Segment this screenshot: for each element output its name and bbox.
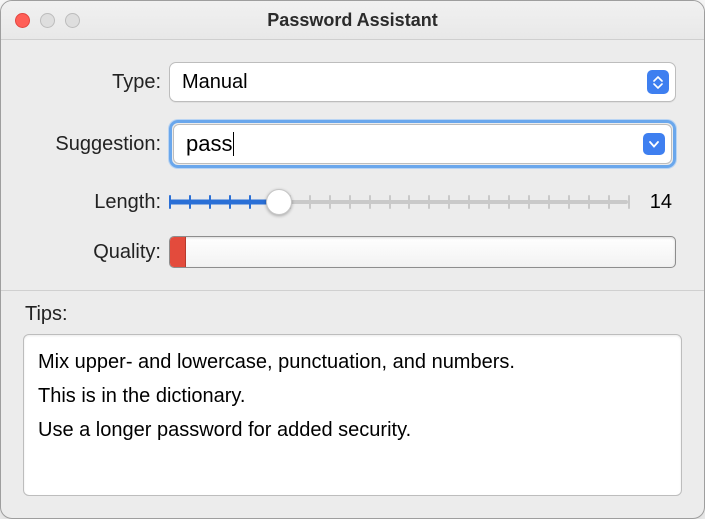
suggestion-value: pass [186,131,232,157]
form-area: Type: Manual Suggestion: pass Length: [1,40,704,286]
window-controls [1,13,80,28]
window-title: Password Assistant [1,10,704,31]
zoom-icon[interactable] [65,13,80,28]
suggestion-label: Suggestion: [29,133,169,156]
suggestion-focus-ring: pass [169,120,676,168]
quality-label: Quality: [29,241,169,264]
tips-section: Tips: Mix upper- and lowercase, punctuat… [1,291,704,518]
titlebar[interactable]: Password Assistant [1,1,704,40]
quality-meter [169,236,676,268]
tip-line: This is in the dictionary. [38,379,667,413]
minimize-icon[interactable] [40,13,55,28]
tips-label: Tips: [25,303,682,326]
password-assistant-window: Password Assistant Type: Manual Suggesti… [0,0,705,519]
length-slider[interactable] [169,186,628,218]
chevron-down-icon[interactable] [643,133,665,155]
chevron-up-down-icon [647,70,669,94]
tips-box: Mix upper- and lowercase, punctuation, a… [23,334,682,496]
type-label: Type: [29,71,169,94]
text-caret [233,132,234,156]
tip-line: Use a longer password for added security… [38,413,667,447]
close-icon[interactable] [15,13,30,28]
suggestion-combo[interactable]: pass [173,124,672,164]
type-value: Manual [182,71,248,94]
tip-line: Mix upper- and lowercase, punctuation, a… [38,345,667,379]
type-select[interactable]: Manual [169,62,676,102]
length-value: 14 [628,191,676,214]
quality-fill [170,237,186,267]
length-label: Length: [29,191,169,214]
slider-thumb[interactable] [266,189,292,215]
